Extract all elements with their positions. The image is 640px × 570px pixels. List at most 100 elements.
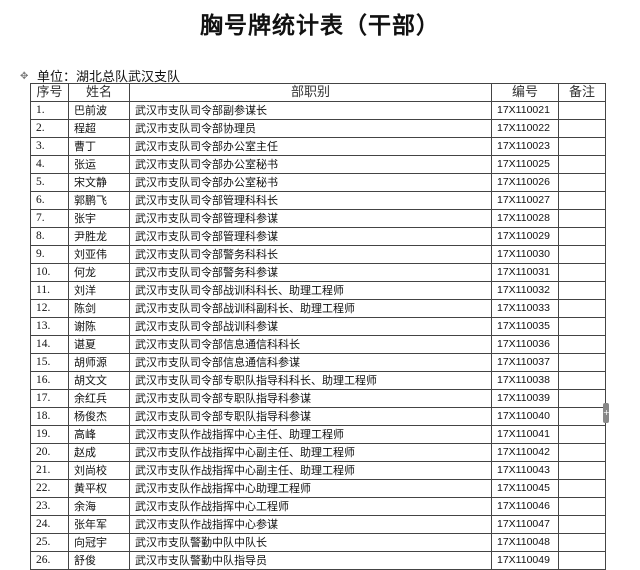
table-row: 6. 郭鹏飞 武汉市支队司令部管理科科长 17X110027 (30, 191, 606, 210)
cell-name: 陈剑 (68, 299, 130, 318)
cell-remark (558, 353, 606, 372)
cell-name: 曹丁 (68, 137, 130, 156)
cell-code: 17X110038 (491, 371, 559, 390)
header-seq: 序号 (30, 83, 69, 102)
table-row: 12. 陈剑 武汉市支队司令部战训科副科长、助理工程师 17X110033 (30, 299, 606, 318)
cell-name: 张运 (68, 155, 130, 174)
cell-seq: 24. (30, 515, 69, 534)
cell-seq: 13. (30, 317, 69, 336)
cell-code: 17X110021 (491, 101, 559, 120)
cell-code: 17X110033 (491, 299, 559, 318)
cell-seq: 15. (30, 353, 69, 372)
table-resize-handle[interactable]: + (603, 403, 610, 423)
cell-code: 17X110040 (491, 407, 559, 426)
cell-name: 尹胜龙 (68, 227, 130, 246)
cell-remark (558, 461, 606, 480)
cell-position: 武汉市支队司令部管理科参谋 (129, 227, 492, 246)
cell-position: 武汉市支队司令部管理科参谋 (129, 209, 492, 228)
cell-seq: 22. (30, 479, 69, 498)
cell-position: 武汉市支队司令部专职队指导科参谋 (129, 389, 492, 408)
header-remarks: 备注 (558, 83, 606, 102)
table-row: 16. 胡文文 武汉市支队司令部专职队指导科科长、助理工程师 17X110038 (30, 371, 606, 390)
cell-remark (558, 245, 606, 264)
cell-remark (558, 227, 606, 246)
table-row: 17. 余红兵 武汉市支队司令部专职队指导科参谋 17X110039 (30, 389, 606, 408)
cell-position: 武汉市支队作战指挥中心助理工程师 (129, 479, 492, 498)
cell-position: 武汉市支队作战指挥中心工程师 (129, 497, 492, 516)
cell-code: 17X110041 (491, 425, 559, 444)
cell-name: 胡师源 (68, 353, 130, 372)
cell-seq: 19. (30, 425, 69, 444)
table-move-handle-icon[interactable]: ✥ (20, 71, 29, 82)
cell-remark (558, 371, 606, 390)
cell-code: 17X110045 (491, 479, 559, 498)
cell-name: 谢陈 (68, 317, 130, 336)
cell-remark (558, 119, 606, 138)
cell-name: 何龙 (68, 263, 130, 282)
header-name: 姓名 (68, 83, 130, 102)
cell-position: 武汉市支队司令部警务科参谋 (129, 263, 492, 282)
cell-code: 17X110043 (491, 461, 559, 480)
cell-position: 武汉市支队司令部战训科科长、助理工程师 (129, 281, 492, 300)
cell-code: 17X110035 (491, 317, 559, 336)
cell-name: 张年军 (68, 515, 130, 534)
cell-seq: 20. (30, 443, 69, 462)
cell-code: 17X110036 (491, 335, 559, 354)
table-row: 18. 杨俊杰 武汉市支队司令部专职队指导科参谋 17X110040 (30, 407, 606, 426)
cell-code: 17X110037 (491, 353, 559, 372)
cell-name: 黄平权 (68, 479, 130, 498)
cell-seq: 4. (30, 155, 69, 174)
table-row: 14. 谌夏 武汉市支队司令部信息通信科科长 17X110036 (30, 335, 606, 354)
cell-position: 武汉市支队司令部信息通信科参谋 (129, 353, 492, 372)
table-row: 7. 张宇 武汉市支队司令部管理科参谋 17X110028 (30, 209, 606, 228)
cell-remark (558, 407, 606, 426)
cell-seq: 6. (30, 191, 69, 210)
cell-position: 武汉市支队作战指挥中心副主任、助理工程师 (129, 443, 492, 462)
cell-name: 宋文静 (68, 173, 130, 192)
table-row: 23. 余海 武汉市支队作战指挥中心工程师 17X110046 (30, 497, 606, 516)
cell-remark (558, 497, 606, 516)
cell-position: 武汉市支队警勤中队指导员 (129, 551, 492, 570)
document-title: 胸号牌统计表（干部） (200, 12, 440, 39)
table-row: 2. 程超 武汉市支队司令部协理员 17X110022 (30, 119, 606, 138)
cell-position: 武汉市支队司令部办公室秘书 (129, 173, 492, 192)
cell-position: 武汉市支队作战指挥中心副主任、助理工程师 (129, 461, 492, 480)
cell-code: 17X110030 (491, 245, 559, 264)
table-header-row: 序号 姓名 部职别 编号 备注 (30, 83, 606, 102)
cell-name: 向冠宇 (68, 533, 130, 552)
table-row: 24. 张年军 武汉市支队作战指挥中心参谋 17X110047 (30, 515, 606, 534)
cell-seq: 25. (30, 533, 69, 552)
cell-seq: 10. (30, 263, 69, 282)
cell-seq: 2. (30, 119, 69, 138)
cell-seq: 17. (30, 389, 69, 408)
cell-code: 17X110049 (491, 551, 559, 570)
cell-seq: 8. (30, 227, 69, 246)
cell-name: 郭鹏飞 (68, 191, 130, 210)
table-row: 22. 黄平权 武汉市支队作战指挥中心助理工程师 17X110045 (30, 479, 606, 498)
cell-remark (558, 335, 606, 354)
cell-position: 武汉市支队司令部办公室主任 (129, 137, 492, 156)
table-row: 19. 高峰 武汉市支队作战指挥中心主任、助理工程师 17X110041 (30, 425, 606, 444)
cell-code: 17X110046 (491, 497, 559, 516)
table-row: 21. 刘尚校 武汉市支队作战指挥中心副主任、助理工程师 17X110043 (30, 461, 606, 480)
cell-remark (558, 533, 606, 552)
table-row: 26. 舒俊 武汉市支队警勤中队指导员 17X110049 (30, 551, 606, 570)
cell-position: 武汉市支队司令部信息通信科科长 (129, 335, 492, 354)
cell-name: 张宇 (68, 209, 130, 228)
cell-name: 赵成 (68, 443, 130, 462)
cell-remark (558, 191, 606, 210)
table-row: 1. 巴前波 武汉市支队司令部副参谋长 17X110021 (30, 101, 606, 120)
cell-seq: 7. (30, 209, 69, 228)
cell-code: 17X110039 (491, 389, 559, 408)
cell-remark (558, 209, 606, 228)
table-row: 5. 宋文静 武汉市支队司令部办公室秘书 17X110026 (30, 173, 606, 192)
cell-code: 17X110028 (491, 209, 559, 228)
cell-position: 武汉市支队作战指挥中心参谋 (129, 515, 492, 534)
cell-position: 武汉市支队司令部专职队指导科科长、助理工程师 (129, 371, 492, 390)
cell-remark (558, 479, 606, 498)
table-row: 11. 刘洋 武汉市支队司令部战训科科长、助理工程师 17X110032 (30, 281, 606, 300)
cell-code: 17X110029 (491, 227, 559, 246)
table-row: 20. 赵成 武汉市支队作战指挥中心副主任、助理工程师 17X110042 (30, 443, 606, 462)
cell-remark (558, 515, 606, 534)
cell-code: 17X110027 (491, 191, 559, 210)
